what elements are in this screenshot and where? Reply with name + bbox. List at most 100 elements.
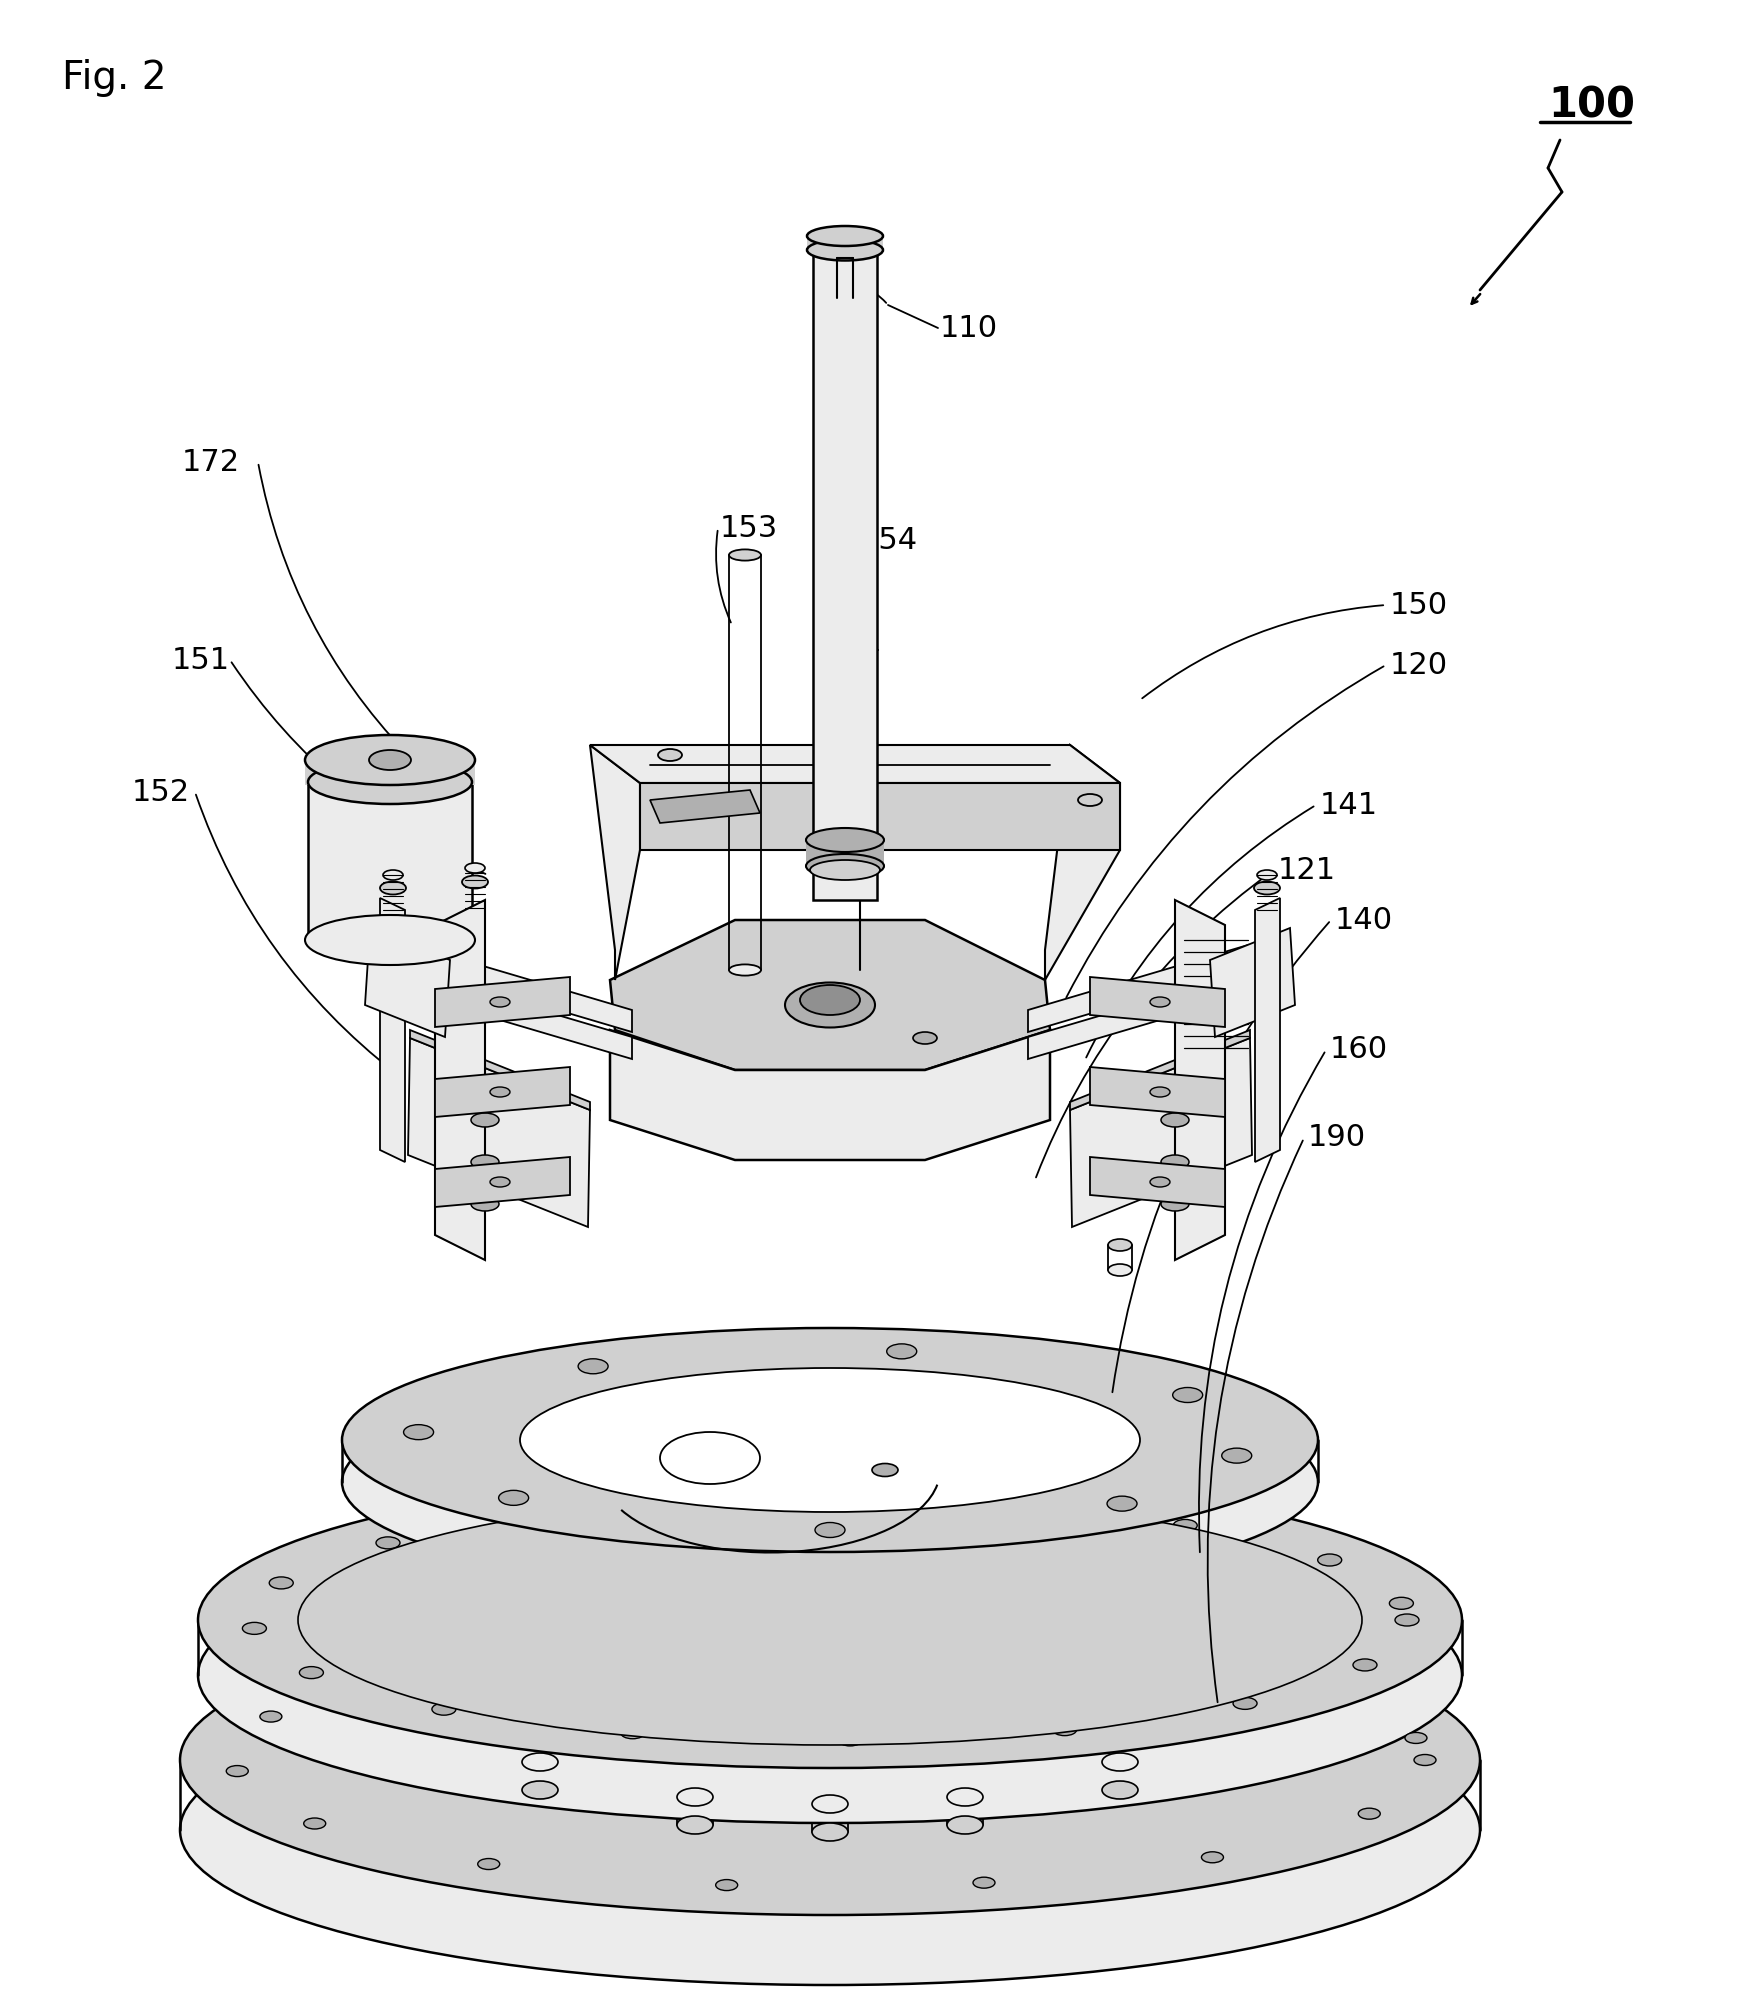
Polygon shape <box>1090 1156 1225 1206</box>
Polygon shape <box>1071 1038 1251 1226</box>
Ellipse shape <box>758 1494 782 1506</box>
Ellipse shape <box>615 1636 638 1646</box>
Ellipse shape <box>226 1765 249 1777</box>
Ellipse shape <box>947 1815 984 1833</box>
Text: 151: 151 <box>172 645 229 675</box>
Ellipse shape <box>799 985 860 1014</box>
Text: 152: 152 <box>132 777 189 807</box>
Polygon shape <box>308 783 473 941</box>
Ellipse shape <box>1359 1807 1380 1819</box>
Ellipse shape <box>886 1344 916 1358</box>
Polygon shape <box>365 929 450 1036</box>
Polygon shape <box>813 236 878 901</box>
Polygon shape <box>381 899 405 1162</box>
Polygon shape <box>1027 973 1248 1058</box>
Polygon shape <box>610 921 1050 1070</box>
Ellipse shape <box>1161 1196 1189 1210</box>
Ellipse shape <box>579 1358 608 1374</box>
Text: 160: 160 <box>1330 1036 1389 1064</box>
Ellipse shape <box>304 1817 325 1829</box>
Polygon shape <box>434 977 570 1026</box>
Polygon shape <box>434 901 485 1260</box>
Polygon shape <box>650 791 760 823</box>
Ellipse shape <box>1151 1176 1170 1186</box>
Ellipse shape <box>299 1667 323 1679</box>
Ellipse shape <box>1161 1154 1189 1168</box>
Ellipse shape <box>381 881 407 895</box>
Ellipse shape <box>1102 1753 1138 1771</box>
Ellipse shape <box>728 965 761 977</box>
Ellipse shape <box>499 1490 528 1506</box>
Ellipse shape <box>1151 1086 1170 1096</box>
Ellipse shape <box>403 1424 433 1440</box>
Ellipse shape <box>1389 1598 1413 1610</box>
Ellipse shape <box>521 1753 558 1771</box>
Ellipse shape <box>812 1795 848 1813</box>
Ellipse shape <box>977 1498 1001 1510</box>
Text: 153: 153 <box>720 513 779 543</box>
Ellipse shape <box>382 871 403 881</box>
Ellipse shape <box>947 1787 984 1805</box>
Ellipse shape <box>838 1733 862 1745</box>
Ellipse shape <box>269 1578 294 1590</box>
Text: Fig. 2: Fig. 2 <box>63 60 167 98</box>
Ellipse shape <box>433 1703 455 1715</box>
Ellipse shape <box>815 1522 845 1538</box>
Ellipse shape <box>1173 1520 1197 1532</box>
Ellipse shape <box>806 226 883 246</box>
Text: 140: 140 <box>1335 905 1394 935</box>
Ellipse shape <box>1109 1264 1131 1276</box>
Polygon shape <box>806 841 885 867</box>
Ellipse shape <box>297 1496 1363 1745</box>
Ellipse shape <box>1404 1733 1427 1743</box>
Ellipse shape <box>375 1538 400 1550</box>
Ellipse shape <box>478 1859 501 1869</box>
Ellipse shape <box>1107 1496 1137 1512</box>
Ellipse shape <box>490 1176 509 1186</box>
Ellipse shape <box>810 861 879 881</box>
Ellipse shape <box>1053 1723 1076 1735</box>
Ellipse shape <box>1222 1448 1251 1464</box>
Ellipse shape <box>1257 871 1277 881</box>
Ellipse shape <box>368 751 410 771</box>
Polygon shape <box>589 745 640 981</box>
Ellipse shape <box>1201 1851 1224 1863</box>
Ellipse shape <box>813 228 878 246</box>
Ellipse shape <box>728 549 761 561</box>
Ellipse shape <box>462 875 488 889</box>
Text: 100: 100 <box>1549 84 1635 126</box>
Ellipse shape <box>1078 795 1102 807</box>
Ellipse shape <box>806 829 885 853</box>
Ellipse shape <box>308 919 473 963</box>
Polygon shape <box>412 973 633 1058</box>
Polygon shape <box>610 1030 1050 1160</box>
Polygon shape <box>640 783 1119 851</box>
Ellipse shape <box>490 997 509 1006</box>
Ellipse shape <box>1173 1388 1203 1402</box>
Ellipse shape <box>786 983 874 1028</box>
Ellipse shape <box>973 1877 994 1889</box>
Polygon shape <box>408 1038 589 1226</box>
Polygon shape <box>304 761 474 785</box>
Text: 110: 110 <box>940 314 998 343</box>
Ellipse shape <box>521 1781 558 1799</box>
Ellipse shape <box>1396 1614 1418 1626</box>
Ellipse shape <box>1161 1112 1189 1126</box>
Polygon shape <box>1210 929 1295 1036</box>
Polygon shape <box>1255 899 1279 1162</box>
Ellipse shape <box>1151 997 1170 1006</box>
Polygon shape <box>1175 901 1225 1260</box>
Ellipse shape <box>181 1675 1481 1985</box>
Ellipse shape <box>1116 1644 1138 1656</box>
Ellipse shape <box>1352 1660 1376 1671</box>
Ellipse shape <box>678 1815 713 1833</box>
Ellipse shape <box>1415 1755 1436 1765</box>
Polygon shape <box>434 1066 570 1116</box>
Ellipse shape <box>716 1879 737 1891</box>
Ellipse shape <box>304 735 474 785</box>
Ellipse shape <box>1317 1554 1342 1566</box>
Ellipse shape <box>1232 1697 1257 1709</box>
Ellipse shape <box>471 1112 499 1126</box>
Ellipse shape <box>1102 1781 1138 1799</box>
Ellipse shape <box>806 240 883 260</box>
